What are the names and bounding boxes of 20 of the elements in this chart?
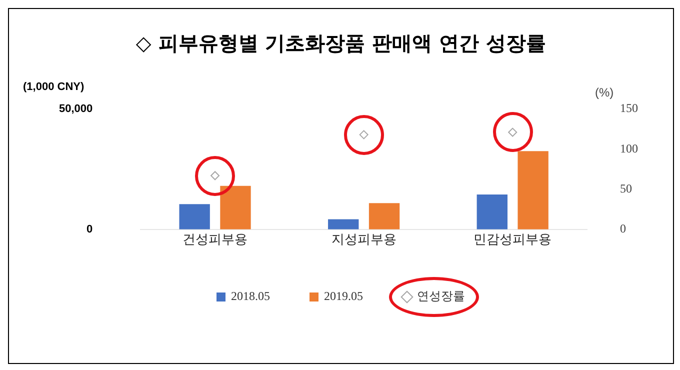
y2-tick-label: 100	[620, 141, 638, 156]
y2-tick-label: 50	[620, 181, 632, 196]
bar	[476, 194, 508, 230]
x-tick-label: 지성피부용	[331, 232, 396, 248]
bar	[220, 186, 251, 230]
bar	[328, 219, 359, 230]
y2-tick-label: 150	[620, 101, 638, 116]
legend-label: 2019.05	[324, 289, 363, 304]
legend-label: 연성장률	[417, 289, 465, 304]
y2-tick-label: 0	[620, 222, 626, 236]
bar	[518, 151, 548, 230]
legend-label: 2018.05	[231, 289, 270, 304]
bar	[179, 204, 210, 230]
y-tick-label: 50,000	[58, 103, 93, 116]
y-axis-title: (1,000 CNY)	[23, 81, 84, 94]
x-tick-label: 민감성피부용	[474, 232, 552, 248]
x-tick-label: 건성피부용	[182, 232, 248, 248]
y2-axis-title: (%)	[595, 85, 614, 100]
chart-title: ◇ 피부유형별 기초화장품 판매액 연간 성장률	[136, 31, 546, 56]
bar	[368, 203, 400, 230]
